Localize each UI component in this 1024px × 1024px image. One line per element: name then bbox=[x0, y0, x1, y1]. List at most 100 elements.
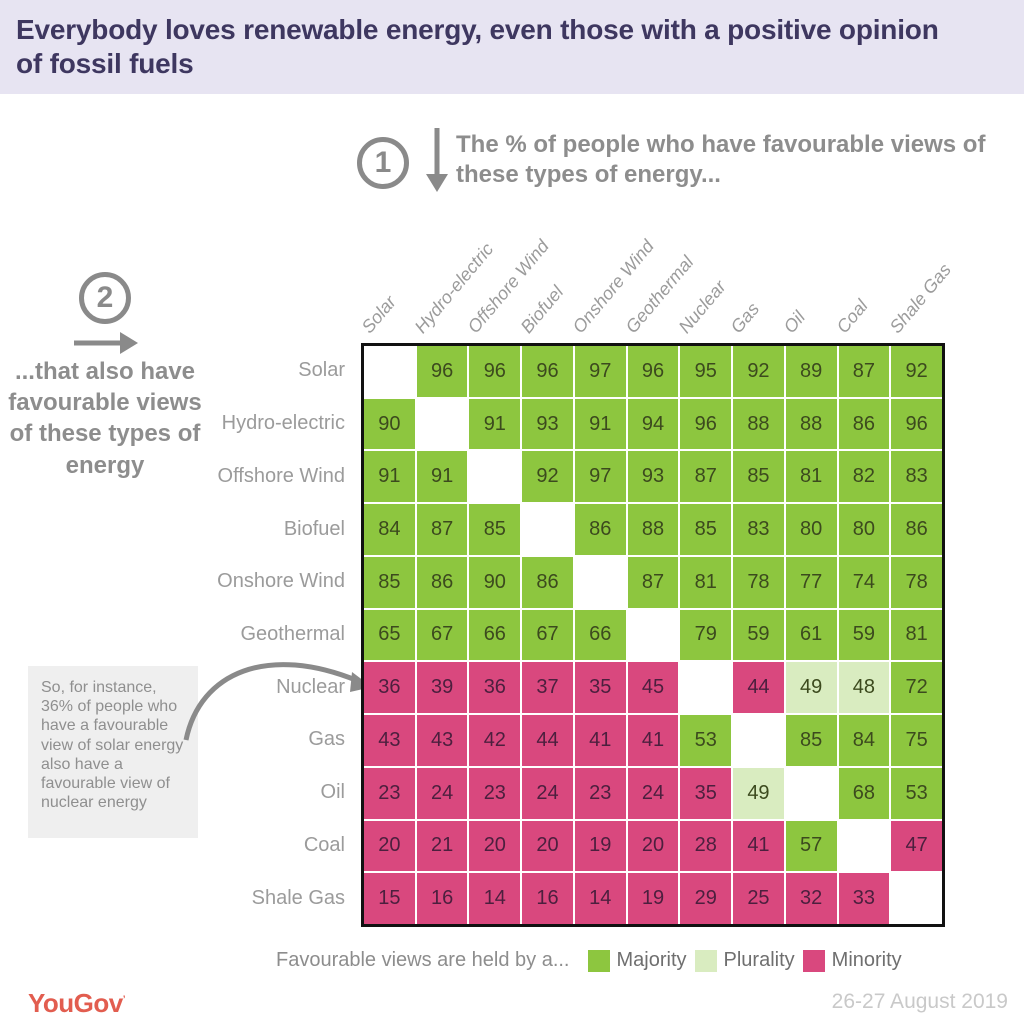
yougov-logo: YouGov’ bbox=[28, 988, 126, 1019]
matrix-cell: 49 bbox=[785, 662, 837, 714]
matrix-cell: 14 bbox=[574, 873, 626, 924]
row-label: Geothermal bbox=[240, 623, 346, 645]
matrix-cell: 23 bbox=[574, 767, 626, 819]
matrix-cell: 41 bbox=[574, 715, 626, 766]
matrix-cell: 96 bbox=[416, 346, 468, 397]
row-label: Hydro-electric bbox=[221, 412, 345, 435]
matrix-cell: 15 bbox=[364, 873, 415, 924]
matrix-cell: 81 bbox=[680, 556, 732, 608]
matrix-cell: 89 bbox=[785, 346, 837, 397]
matrix-cell: 92 bbox=[733, 346, 784, 397]
legend-swatch-icon bbox=[802, 949, 825, 972]
matrix-cell: 79 bbox=[680, 609, 732, 661]
matrix-cell: 87 bbox=[416, 504, 468, 555]
matrix-cell: 78 bbox=[891, 556, 942, 608]
row-label: Solar bbox=[298, 359, 345, 382]
matrix-cell: 59 bbox=[733, 609, 784, 661]
matrix-cell: 41 bbox=[733, 820, 784, 872]
matrix-cell bbox=[522, 504, 573, 555]
matrix-cell: 95 bbox=[680, 346, 732, 397]
matrix-cell: 87 bbox=[627, 556, 679, 608]
legend-swatch-icon bbox=[694, 949, 717, 972]
legend-label: Favourable views are held by a... bbox=[276, 949, 570, 971]
matrix-cell: 24 bbox=[522, 767, 573, 819]
matrix-cell: 43 bbox=[416, 715, 468, 766]
matrix-cell: 20 bbox=[364, 820, 415, 872]
matrix-cell: 45 bbox=[627, 662, 679, 714]
matrix-cell: 84 bbox=[838, 715, 890, 766]
matrix-cell: 97 bbox=[574, 451, 626, 503]
row-label: Gas bbox=[308, 728, 345, 751]
matrix-cell: 83 bbox=[891, 451, 942, 503]
row-label: Oil bbox=[320, 781, 345, 804]
matrix-cell: 37 bbox=[522, 662, 573, 714]
matrix-cell: 67 bbox=[416, 609, 468, 661]
matrix-cell: 75 bbox=[891, 715, 942, 766]
column-label: Oil bbox=[779, 307, 810, 337]
legend-item: Majority bbox=[587, 949, 687, 972]
matrix-cell bbox=[469, 451, 521, 503]
matrix-cell bbox=[416, 398, 468, 450]
matrix-cell: 44 bbox=[733, 662, 784, 714]
matrix-cell bbox=[785, 767, 837, 819]
matrix-cell: 16 bbox=[416, 873, 468, 924]
matrix-cell: 86 bbox=[574, 504, 626, 555]
row-label: Offshore Wind bbox=[217, 464, 345, 487]
matrix-cell: 67 bbox=[522, 609, 573, 661]
matrix-cell bbox=[364, 346, 415, 397]
matrix-cell: 86 bbox=[522, 556, 573, 608]
legend-item: Plurality bbox=[694, 949, 795, 972]
matrix-cell: 19 bbox=[574, 820, 626, 872]
matrix-cell: 36 bbox=[364, 662, 415, 714]
step-2-text: ...that also have favourable views of th… bbox=[8, 358, 202, 479]
matrix-cell: 29 bbox=[680, 873, 732, 924]
matrix-cell: 91 bbox=[364, 451, 415, 503]
matrix-cell: 66 bbox=[574, 609, 626, 661]
matrix-cell: 93 bbox=[522, 398, 573, 450]
matrix-cell: 85 bbox=[680, 504, 732, 555]
matrix-cell: 90 bbox=[469, 556, 521, 608]
matrix-cell: 85 bbox=[469, 504, 521, 555]
right-arrow-icon bbox=[74, 332, 138, 354]
matrix-cell: 35 bbox=[680, 767, 732, 819]
legend: Favourable views are held by a... Majori… bbox=[276, 949, 902, 972]
matrix-cell: 87 bbox=[838, 346, 890, 397]
matrix-cell: 85 bbox=[785, 715, 837, 766]
matrix-cell: 91 bbox=[574, 398, 626, 450]
matrix-cell: 47 bbox=[891, 820, 942, 872]
row-label: Nuclear bbox=[276, 675, 345, 698]
matrix-cell: 20 bbox=[522, 820, 573, 872]
matrix-cell: 44 bbox=[522, 715, 573, 766]
column-label: Biofuel bbox=[516, 281, 567, 337]
matrix-cell bbox=[627, 609, 679, 661]
row-label: Biofuel bbox=[283, 517, 345, 540]
matrix-cell: 20 bbox=[469, 820, 521, 872]
matrix-cell: 28 bbox=[680, 820, 732, 872]
column-label: Coal bbox=[832, 295, 872, 337]
matrix-cell: 59 bbox=[838, 609, 890, 661]
trademark-icon: ’ bbox=[122, 994, 126, 1006]
matrix-cell: 83 bbox=[733, 504, 784, 555]
step-1-text: The % of people who have favourable view… bbox=[456, 131, 986, 188]
matrix-cell: 57 bbox=[785, 820, 837, 872]
matrix-cell: 78 bbox=[733, 556, 784, 608]
matrix-cell: 87 bbox=[680, 451, 732, 503]
matrix-cell bbox=[574, 556, 626, 608]
callout-text: So, for instance, 36% of people who have… bbox=[41, 679, 184, 812]
matrix-cell: 93 bbox=[627, 451, 679, 503]
step-1-badge: 1 bbox=[357, 137, 409, 189]
matrix-cell bbox=[838, 820, 890, 872]
legend-items: Majority Plurality Minority bbox=[580, 949, 902, 972]
matrix-cell: 19 bbox=[627, 873, 679, 924]
legend-item: Minority bbox=[802, 949, 902, 972]
row-label: Onshore Wind bbox=[217, 570, 345, 593]
matrix-cell: 82 bbox=[838, 451, 890, 503]
matrix-cell: 81 bbox=[785, 451, 837, 503]
matrix-cell: 80 bbox=[838, 504, 890, 555]
matrix-cell: 88 bbox=[733, 398, 784, 450]
matrix-cell bbox=[733, 715, 784, 766]
step-2-number: 2 bbox=[96, 281, 114, 314]
matrix-cell: 25 bbox=[733, 873, 784, 924]
matrix-cell: 86 bbox=[416, 556, 468, 608]
matrix-cell: 96 bbox=[891, 398, 942, 450]
